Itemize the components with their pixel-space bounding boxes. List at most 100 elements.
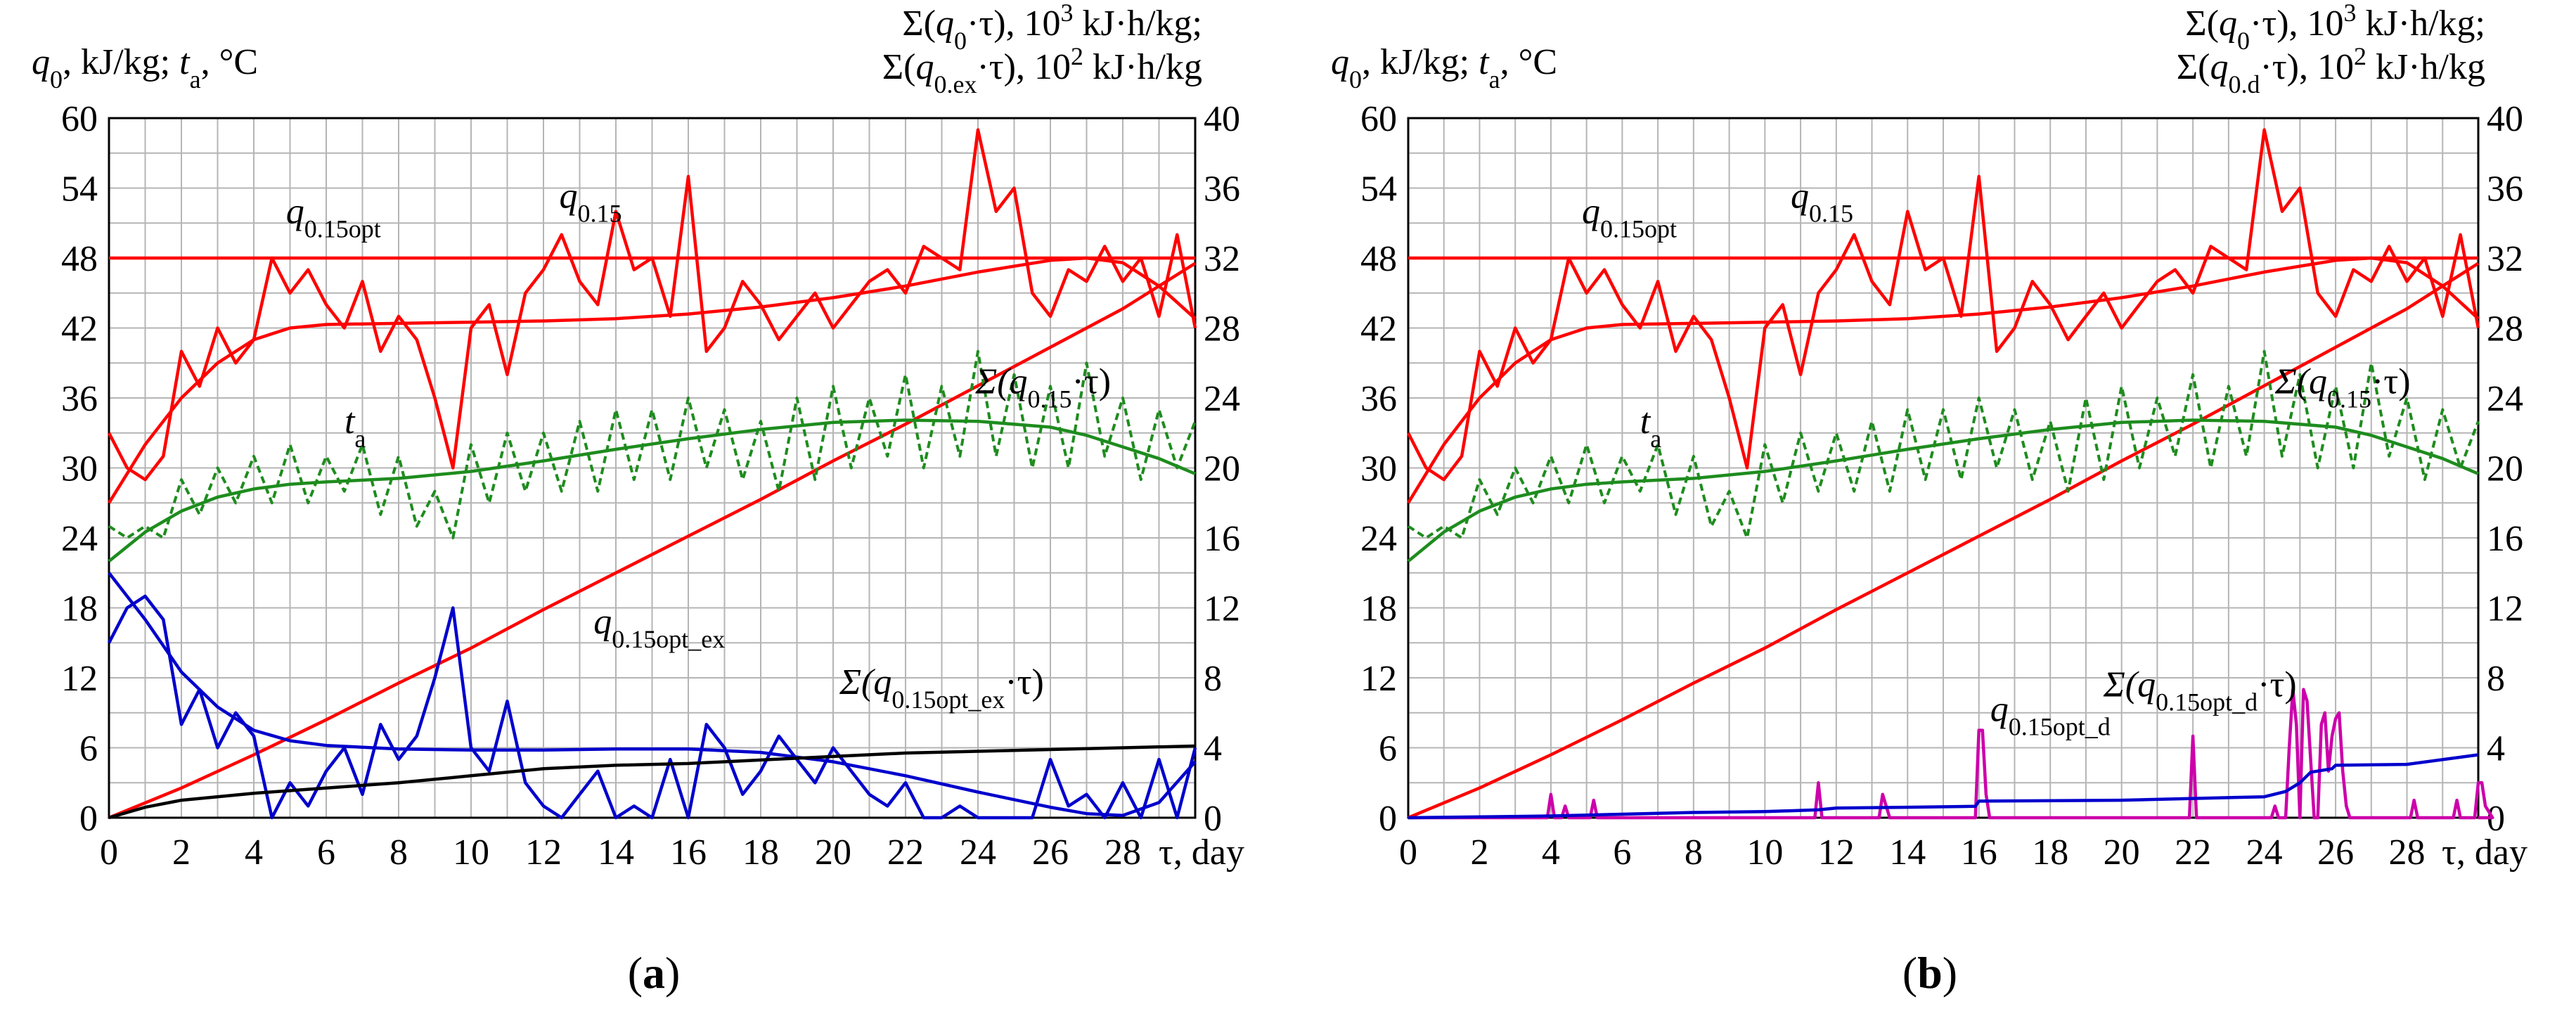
y-left-tick-label: 36 bbox=[61, 379, 98, 419]
y-left-tick-label: 54 bbox=[61, 169, 98, 210]
x-tick-label: 0 bbox=[100, 832, 118, 873]
y-left-tick-label: 48 bbox=[61, 239, 98, 279]
panel-label: (a) bbox=[628, 948, 681, 998]
y-right-tick-label: 28 bbox=[1204, 309, 1240, 349]
y-left-tick-label: 0 bbox=[1379, 799, 1397, 839]
y-right-tick-label: 36 bbox=[2487, 169, 2523, 210]
y-left-tick-label: 0 bbox=[79, 799, 98, 839]
series-q0-15opt-ex-trend bbox=[108, 572, 1197, 817]
y-right-tick-label: 20 bbox=[2487, 449, 2523, 489]
y-left-tick-label: 36 bbox=[1360, 379, 1397, 419]
chart-panel-b: 0612182430364248546004812162024283236400… bbox=[1331, 0, 2527, 998]
x-tick-label: 16 bbox=[670, 832, 707, 873]
annotation-label: Σ(q0.15·τ) bbox=[2274, 361, 2411, 413]
y-right-tick-label: 36 bbox=[1204, 169, 1240, 210]
y-left-tick-label: 12 bbox=[61, 659, 98, 699]
y-left-axis-label: q0, kJ/kg; ta, °C bbox=[32, 42, 258, 94]
annotation-label: q0.15opt bbox=[1582, 191, 1677, 243]
x-tick-label: 8 bbox=[1685, 832, 1703, 873]
series-ta-trend bbox=[108, 418, 1196, 562]
series-ta-trend bbox=[1407, 418, 2479, 562]
x-tick-label: 28 bbox=[2389, 832, 2426, 873]
x-tick-label: 22 bbox=[887, 832, 924, 873]
y-right-tick-label: 24 bbox=[2487, 379, 2523, 419]
x-tick-label: 6 bbox=[1613, 832, 1631, 873]
x-tick-label: 2 bbox=[172, 832, 191, 873]
series-q0-15-trend bbox=[108, 256, 1197, 504]
y-right-tick-label: 20 bbox=[1204, 449, 1240, 489]
x-tick-label: 24 bbox=[960, 832, 996, 873]
x-tick-label: 14 bbox=[598, 832, 634, 873]
y-right-axis-label-line: Σ(q0·τ), 103 kJ·h/kg; bbox=[902, 0, 1202, 55]
y-left-tick-label: 60 bbox=[61, 99, 98, 139]
annotation-label: Σ(q0.15opt_ex·τ) bbox=[839, 662, 1044, 714]
y-left-tick-label: 30 bbox=[1360, 449, 1397, 489]
annotation-label: q0.15 bbox=[1791, 176, 1853, 228]
x-tick-label: 28 bbox=[1105, 832, 1141, 873]
annotation-label: q0.15 bbox=[559, 176, 622, 228]
x-axis-label: τ, day bbox=[1159, 832, 1244, 873]
series-q0-15opt-d bbox=[1408, 753, 2479, 820]
y-right-tick-label: 24 bbox=[1204, 379, 1240, 419]
y-left-tick-label: 18 bbox=[61, 589, 98, 629]
y-right-axis-label-line: Σ(q0.d·τ), 102 kJ·h/kg bbox=[2177, 42, 2485, 98]
x-tick-label: 12 bbox=[1818, 832, 1855, 873]
y-left-tick-label: 18 bbox=[1360, 589, 1397, 629]
chart-panel-a: 0612182430364248546004812162024283236400… bbox=[32, 0, 1244, 998]
x-tick-label: 2 bbox=[1470, 832, 1488, 873]
x-tick-label: 10 bbox=[453, 832, 489, 873]
series-q0-15 bbox=[1408, 262, 2480, 820]
x-tick-label: 4 bbox=[1542, 832, 1560, 873]
y-left-tick-label: 6 bbox=[1379, 729, 1397, 769]
x-tick-label: 18 bbox=[742, 832, 779, 873]
y-left-tick-label: 42 bbox=[61, 309, 98, 349]
y-right-tick-label: 40 bbox=[2487, 99, 2523, 139]
panel-label: (b) bbox=[1902, 948, 1957, 998]
y-left-axis-label: q0, kJ/kg; ta, °C bbox=[1331, 42, 1557, 94]
annotation-label: q0.15opt_d bbox=[1990, 689, 2111, 740]
annotation-label: q0.15opt bbox=[286, 191, 381, 243]
y-left-tick-label: 60 bbox=[1360, 99, 1397, 139]
y-right-tick-label: 32 bbox=[2487, 239, 2523, 279]
series-q0-15-trend bbox=[1407, 256, 2480, 504]
y-left-tick-label: 12 bbox=[1360, 659, 1397, 699]
y-left-tick-label: 42 bbox=[1360, 309, 1397, 349]
x-tick-label: 12 bbox=[525, 832, 562, 873]
annotation-label: Σ(q0.15opt_d·τ) bbox=[2103, 665, 2297, 716]
annotation-label: Σ(q0.15·τ) bbox=[974, 361, 1111, 413]
y-right-tick-label: 40 bbox=[1204, 99, 1240, 139]
x-tick-label: 20 bbox=[815, 832, 851, 873]
y-right-tick-label: 4 bbox=[2487, 729, 2505, 769]
y-left-tick-label: 54 bbox=[1360, 169, 1397, 210]
y-right-tick-label: 12 bbox=[2487, 589, 2523, 629]
y-right-tick-label: 28 bbox=[2487, 309, 2523, 349]
annotation-label: ta bbox=[344, 401, 366, 453]
series-q0-15opt-d bbox=[1408, 688, 2494, 820]
y-right-tick-label: 16 bbox=[2487, 519, 2523, 559]
y-right-tick-label: 8 bbox=[1204, 659, 1222, 699]
y-right-tick-label: 0 bbox=[1204, 799, 1222, 839]
x-tick-label: 14 bbox=[1889, 832, 1926, 873]
y-left-tick-label: 6 bbox=[79, 729, 98, 769]
annotation-label: ta bbox=[1640, 401, 1661, 453]
series-q0-15opt-ex bbox=[108, 744, 1196, 820]
x-tick-label: 16 bbox=[1961, 832, 1997, 873]
series-q0-15opt-ex bbox=[108, 594, 1197, 820]
series-ta bbox=[1407, 349, 2480, 539]
y-left-tick-label: 24 bbox=[61, 519, 98, 559]
annotation-label: q0.15opt_ex bbox=[593, 602, 725, 653]
x-tick-label: 20 bbox=[2104, 832, 2140, 873]
x-tick-label: 18 bbox=[2032, 832, 2068, 873]
x-tick-label: 24 bbox=[2246, 832, 2283, 873]
x-tick-label: 10 bbox=[1746, 832, 1783, 873]
y-left-tick-label: 30 bbox=[61, 449, 98, 489]
x-axis-label: τ, day bbox=[2442, 832, 2527, 873]
x-tick-label: 8 bbox=[389, 832, 408, 873]
x-tick-label: 26 bbox=[1032, 832, 1069, 873]
y-right-tick-label: 32 bbox=[1204, 239, 1240, 279]
y-right-axis-label-line: Σ(q0·τ), 103 kJ·h/kg; bbox=[2185, 0, 2485, 55]
y-right-axis-label-line: Σ(q0.ex·τ), 102 kJ·h/kg bbox=[882, 42, 1202, 98]
y-right-tick-label: 12 bbox=[1204, 589, 1240, 629]
y-left-tick-label: 48 bbox=[1360, 239, 1397, 279]
